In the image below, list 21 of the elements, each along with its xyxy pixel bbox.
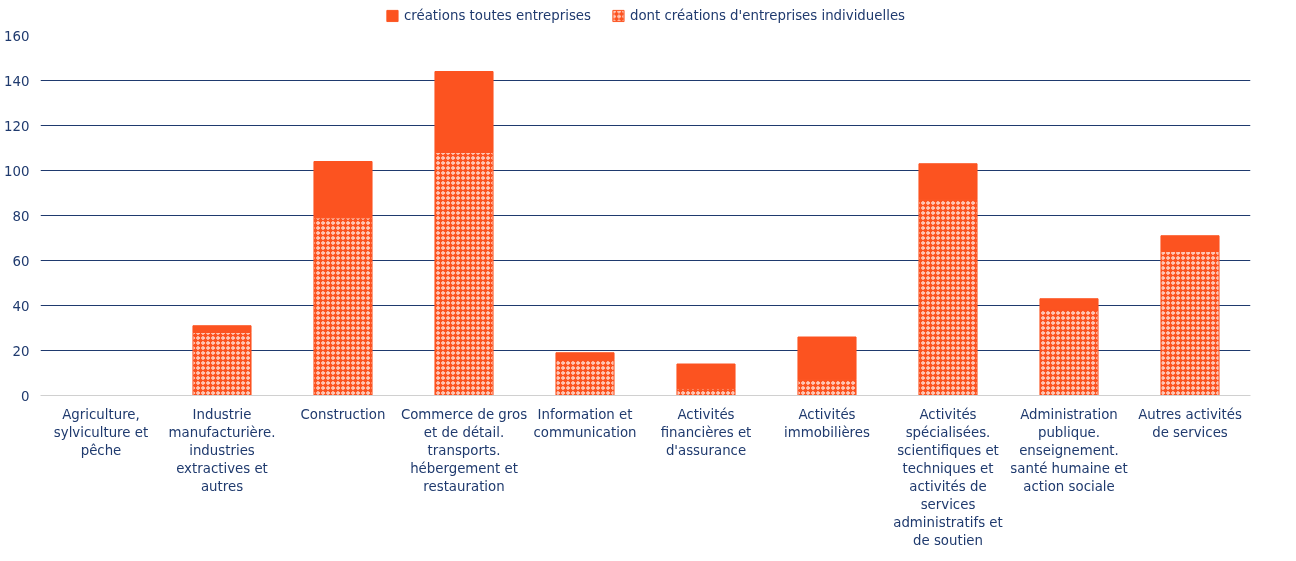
x-tick-label: Construction <box>300 406 386 422</box>
x-tick-label: Agriculture, sylviculture et pêche <box>53 406 149 458</box>
x-tick-label: Activités spécialisées. scientifiques et techniques et activités de services administratifs et de soutien <box>893 406 1003 548</box>
y-tick-label: 160 <box>4 28 30 44</box>
x-tick-label: Information et communication <box>533 406 637 440</box>
x-tick-label: Industrie manufacturière. industries extractives et autres <box>168 406 276 494</box>
y-tick-label: 100 <box>4 163 30 179</box>
y-tick-label: 0 <box>21 388 30 404</box>
y-tick-label: 80 <box>12 208 30 224</box>
x-tick-label: Activités immobilières <box>784 406 871 440</box>
x-tick-label: Administration publique. enseignement. santé humaine et action sociale <box>1010 406 1128 494</box>
y-tick-label: 120 <box>4 118 30 134</box>
y-tick-label: 20 <box>12 343 30 359</box>
y-tick-label: 60 <box>12 253 30 269</box>
legend-label: créations toutes entreprises <box>403 7 591 23</box>
x-tick-label: Activités financières et d'assurance <box>660 406 752 458</box>
x-tick-label: Commerce de gros et de détail. transports. hébergement et restauration <box>400 406 528 494</box>
y-tick-label: 40 <box>12 298 30 314</box>
legend-label: dont créations d'entreprises individuelles <box>630 7 906 23</box>
x-tick-label: Autres activités de services <box>1138 406 1242 440</box>
y-tick-label: 140 <box>4 73 30 89</box>
